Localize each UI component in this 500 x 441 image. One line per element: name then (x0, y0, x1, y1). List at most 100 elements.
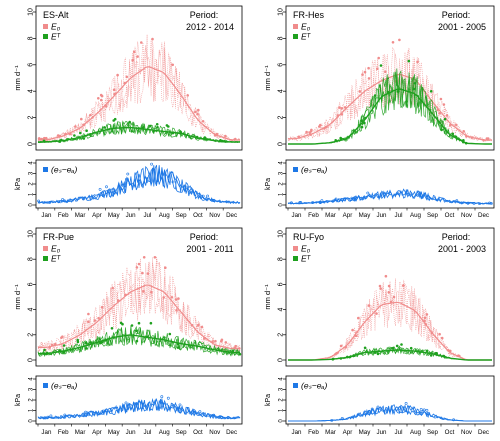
series-eo-point (197, 108, 200, 112)
series-eo-point (389, 300, 393, 304)
y-tick-label: 6 (28, 282, 35, 286)
series-et-point (100, 341, 104, 344)
legend-eo-label: E₀ (51, 22, 61, 32)
series-eo-point (447, 349, 450, 352)
series-eo-point (457, 354, 460, 358)
series-et-point (137, 321, 141, 325)
series-vpd-point (211, 413, 214, 417)
series-et-point (442, 354, 446, 358)
series-et-line (288, 349, 492, 361)
y-tick-label: 10 (278, 230, 285, 238)
x-tick-label: Jan (41, 212, 52, 219)
x-tick-label: Aug (410, 212, 422, 219)
legend-et-label: Eᵀ (51, 254, 62, 264)
series-et-point (43, 348, 46, 352)
series-et-point (364, 116, 367, 120)
x-tick-label: Apr (92, 212, 102, 219)
x-tick-label: May (108, 212, 121, 219)
series-vpd-point (192, 409, 196, 412)
series-eo-point (392, 295, 396, 299)
x-tick-label: Oct (445, 212, 455, 219)
series-vpd-point (343, 197, 346, 201)
period-value: 2012 - 2014 (186, 22, 234, 32)
series-vpd-point (330, 418, 334, 422)
x-tick-label: Mar (75, 212, 86, 219)
series-vpd-point (383, 192, 387, 196)
series-eo-point (391, 41, 395, 44)
series-et-point (84, 347, 88, 350)
series-et-point (363, 346, 367, 350)
period-value: 2001 - 2011 (186, 244, 233, 254)
main-plot-frame (285, 5, 495, 151)
series-vpd-point (289, 201, 293, 205)
legend-et-swatch (43, 34, 48, 39)
series-eo-point (68, 132, 72, 136)
series-et-point (231, 349, 235, 353)
series-eo-point (80, 117, 83, 121)
series-eo-point (124, 293, 127, 297)
series-vpd-trace (288, 404, 492, 422)
series-vpd-point (82, 197, 85, 201)
series-vpd-point (46, 415, 50, 419)
x-tick-label: Dec (226, 212, 237, 219)
series-eo-point (186, 94, 189, 97)
series-eo-point (430, 331, 434, 335)
series-vpd-point (460, 201, 464, 205)
x-tick-label: Sep (427, 429, 439, 436)
series-vpd-point (211, 198, 215, 202)
series-eo-point (354, 334, 358, 338)
series-et-point (391, 346, 395, 350)
series-vpd-point (84, 410, 88, 414)
period-value: 2001 - 2003 (438, 244, 486, 254)
series-vpd-point (87, 413, 91, 417)
series-et-point (58, 140, 62, 143)
series-eo-point (116, 73, 119, 77)
vpd-y-tick-label: 4 (29, 377, 35, 381)
series-eo-point (150, 290, 153, 294)
vpd-y-tick-label: 2 (279, 398, 285, 402)
series-et-point (348, 355, 352, 359)
series-et-point (110, 327, 114, 330)
series-et-point (416, 350, 419, 353)
vpd-y-tick-label: 2 (29, 398, 35, 402)
x-tick-label: Sep (176, 212, 188, 219)
series-vpd-point (101, 411, 105, 415)
series-eo-point (215, 132, 219, 136)
period-label: Period: (190, 10, 219, 20)
series-eo-point (482, 139, 485, 142)
series-vpd-point (422, 408, 426, 412)
series-eo-point (442, 103, 446, 106)
series-vpd-point (420, 195, 424, 199)
series-vpd-point (172, 404, 176, 408)
series-vpd-point (452, 418, 456, 422)
y-tick-label: 4 (278, 89, 285, 93)
series-vpd-trace (37, 164, 241, 204)
series-eo-point (219, 340, 223, 343)
series-eo-point (375, 312, 378, 315)
series-et-point (425, 349, 429, 353)
series-eo-point (224, 341, 228, 344)
series-eo-point (343, 106, 347, 109)
x-tick-label: Feb (58, 429, 69, 436)
series-et-point (386, 90, 390, 94)
series-eo-point (297, 135, 301, 139)
series-et-trace (37, 327, 241, 357)
series-eo-point (424, 323, 428, 326)
vpd-y-axis-label: kPa (265, 394, 272, 406)
series-et-point (363, 121, 366, 125)
series-vpd-trace (287, 189, 493, 205)
series-vpd-point (124, 401, 128, 405)
series-vpd-point (334, 197, 338, 201)
series-eo-point (351, 328, 354, 332)
x-tick-label: May (359, 429, 372, 436)
series-eo-point (384, 70, 387, 74)
series-et-point (128, 120, 131, 124)
series-et-point (373, 351, 377, 354)
vpd-y-axis-label: kPa (265, 178, 272, 190)
series-eo-point (238, 347, 241, 350)
series-et-point (171, 131, 175, 135)
series-eo-point (334, 352, 337, 356)
series-eo-point (87, 320, 90, 324)
series-vpd-point (404, 401, 408, 405)
